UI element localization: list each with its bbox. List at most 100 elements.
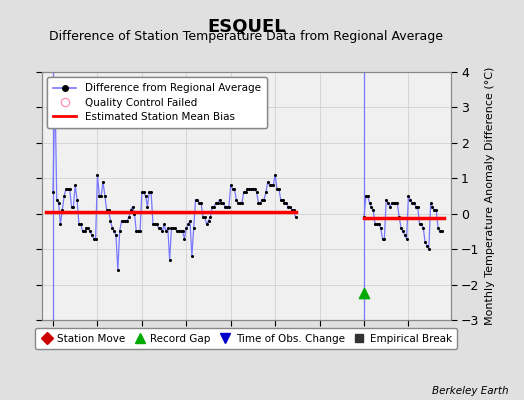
Point (150, 221, 159, 228)
Point (171, 225, 179, 231)
Point (101, 193, 109, 199)
Point (221, 204, 230, 210)
Point (199, 214, 207, 220)
Point (108, 225, 116, 231)
Point (254, 200, 263, 206)
Point (215, 196, 224, 203)
Point (75, 221, 83, 228)
Point (404, 193, 412, 199)
Point (438, 228, 446, 235)
Point (380, 235, 389, 242)
Point (391, 200, 400, 206)
Point (402, 235, 411, 242)
Point (56, 221, 64, 228)
Point (119, 218, 127, 224)
Point (286, 204, 294, 210)
Point (236, 200, 244, 206)
Point (132, 228, 140, 235)
Point (277, 196, 285, 203)
Text: ESQUEL: ESQUEL (207, 18, 286, 36)
Point (177, 228, 185, 235)
Point (260, 196, 268, 203)
Point (97, 193, 105, 199)
Point (208, 204, 216, 210)
Point (166, 256, 174, 263)
Point (417, 221, 425, 228)
Point (91, 235, 100, 242)
Point (266, 182, 274, 188)
Point (371, 221, 379, 228)
Point (125, 214, 133, 220)
Point (186, 218, 194, 224)
Point (421, 239, 429, 245)
Point (273, 186, 281, 192)
Point (212, 200, 220, 206)
Point (250, 186, 259, 192)
Point (238, 200, 246, 206)
Point (204, 218, 213, 224)
Point (428, 204, 436, 210)
Point (291, 214, 300, 220)
Point (128, 204, 137, 210)
Point (367, 204, 376, 210)
Point (373, 221, 381, 228)
Point (369, 207, 377, 213)
Point (69, 204, 78, 210)
Point (278, 196, 287, 203)
Point (112, 232, 120, 238)
Point (152, 221, 161, 228)
Point (155, 225, 163, 231)
Point (86, 228, 94, 235)
Point (217, 200, 226, 206)
Point (138, 189, 146, 196)
Point (49, 189, 57, 196)
Point (149, 221, 157, 228)
Point (386, 204, 394, 210)
Point (51, 80, 59, 86)
Point (234, 200, 242, 206)
Point (228, 186, 237, 192)
Point (223, 204, 231, 210)
Point (430, 207, 439, 213)
Point (408, 200, 417, 206)
Point (280, 200, 289, 206)
Legend: Station Move, Record Gap, Time of Obs. Change, Empirical Break: Station Move, Record Gap, Time of Obs. C… (35, 328, 457, 349)
Point (121, 218, 129, 224)
Point (382, 196, 390, 203)
Point (110, 228, 118, 235)
Point (432, 207, 440, 213)
Point (400, 232, 409, 238)
Point (243, 186, 252, 192)
Point (180, 235, 189, 242)
Point (256, 200, 265, 206)
Point (90, 235, 98, 242)
Point (406, 196, 414, 203)
Point (52, 196, 61, 203)
Point (184, 221, 192, 228)
Point (410, 200, 418, 206)
Text: Berkeley Earth: Berkeley Earth (432, 386, 508, 396)
Point (282, 200, 290, 206)
Point (427, 200, 435, 206)
Point (253, 189, 261, 196)
Point (261, 189, 270, 196)
Point (214, 200, 222, 206)
Point (275, 186, 283, 192)
Point (399, 228, 407, 235)
Point (413, 204, 422, 210)
Point (362, 193, 370, 199)
Point (130, 210, 139, 217)
Point (93, 172, 102, 178)
Point (249, 186, 257, 192)
Point (188, 253, 196, 260)
Point (136, 228, 144, 235)
Point (190, 225, 198, 231)
Point (127, 207, 135, 213)
Point (267, 182, 276, 188)
Point (95, 193, 103, 199)
Point (393, 200, 401, 206)
Point (123, 218, 131, 224)
Point (99, 179, 107, 185)
Point (210, 204, 219, 210)
Point (115, 228, 124, 235)
